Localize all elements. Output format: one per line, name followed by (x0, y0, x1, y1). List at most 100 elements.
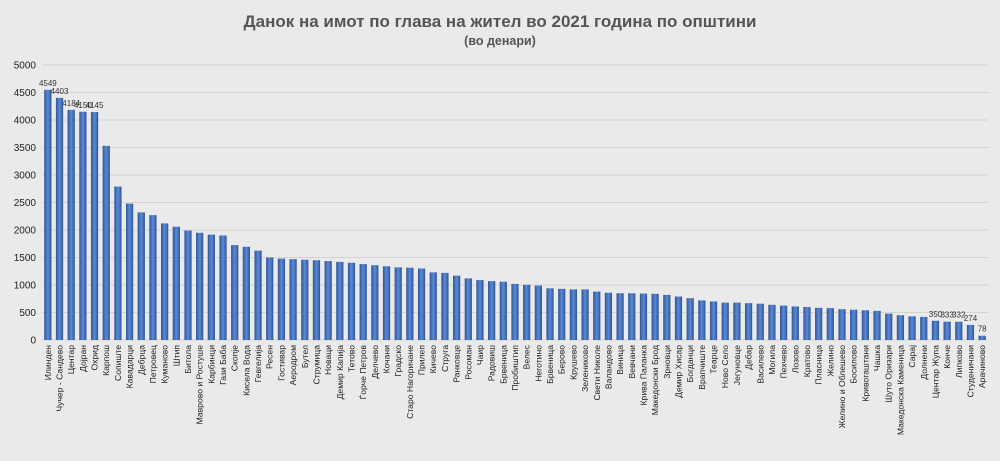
bar (312, 260, 321, 340)
bar (861, 310, 869, 340)
x-tick-label: Гевгелија (253, 345, 263, 383)
x-tick-label: Охрид (90, 345, 100, 370)
x-tick-label: Желино и Облешево (837, 345, 847, 428)
x-tick-label: Старо Нагоричане (405, 345, 415, 419)
bar (336, 261, 344, 340)
bar (955, 321, 963, 340)
bar (569, 289, 578, 340)
bar (161, 223, 169, 340)
chart-title: Данок на имот по глава на жител во 2021 … (244, 12, 757, 31)
bar (978, 335, 986, 340)
y-tick-label: 2000 (14, 226, 37, 237)
x-tick-label: Демир Капија (335, 345, 345, 400)
x-tick-label: Теарце (709, 345, 719, 374)
x-tick-label: Велес (522, 344, 532, 369)
bar (896, 315, 905, 340)
bar (616, 293, 624, 340)
bar (593, 291, 601, 340)
x-tick-label: Долнени (919, 345, 929, 380)
bar (184, 230, 192, 340)
bar (803, 307, 811, 340)
x-tick-label: Сопиште (113, 345, 123, 381)
data-label: 4403 (51, 87, 69, 96)
data-label: 333 (940, 311, 954, 320)
x-tick-label: Центар (66, 345, 76, 375)
bar (207, 234, 215, 340)
bar (464, 278, 472, 340)
data-label: 332 (952, 311, 966, 320)
x-tick-label: Зелениково (580, 345, 590, 392)
bar (651, 293, 659, 340)
bar (219, 235, 227, 340)
x-tick-label: Врапчиште (697, 345, 707, 390)
x-tick-label: Неготино (533, 345, 543, 382)
x-tick-label: Македонска Каменица (895, 345, 905, 435)
bar (920, 316, 928, 340)
x-tick-label: Пробиштип (510, 345, 520, 391)
y-tick-label: 1500 (14, 253, 37, 264)
x-tick-label: Кавадарци (125, 345, 135, 389)
x-tick-label: Конче (942, 345, 952, 369)
x-tick-label: Липково (954, 345, 964, 378)
y-tick-label: 4500 (14, 88, 37, 99)
bar (698, 300, 706, 340)
x-tick-label: Демир Хисар (674, 345, 684, 398)
x-tick-label: Струга (440, 345, 450, 372)
x-tick-label: Делчево (370, 345, 380, 379)
bar (149, 215, 157, 340)
x-tick-label: Богданци (685, 345, 695, 383)
y-tick-label: 5000 (14, 61, 37, 72)
x-tick-label: Могила (767, 345, 777, 375)
y-tick-label: 0 (30, 336, 36, 347)
bar (441, 272, 449, 340)
data-label: 350 (929, 310, 943, 319)
x-tick-label: Зрновци (662, 345, 672, 379)
bar (709, 301, 718, 340)
bar (254, 250, 262, 340)
x-tick-label: Центар Жупа (930, 345, 940, 398)
x-tick-label: Кривогаштани (860, 345, 870, 402)
x-tick-label: Ресен (265, 345, 275, 369)
bar (79, 111, 87, 340)
x-tick-label: Брвеница (545, 345, 555, 384)
x-tick-label: Лозово (790, 345, 800, 373)
bar (850, 309, 858, 340)
bar (686, 298, 694, 340)
x-tick-label: Маврово и Ростуше (195, 345, 205, 425)
chart-subtitle: (во денари) (464, 34, 536, 48)
bar (523, 284, 531, 340)
x-tick-label: Македонски Брод (650, 345, 660, 415)
bar (943, 321, 951, 340)
x-tick-label: Битола (183, 345, 193, 374)
x-tick-label: Арачиново (977, 345, 987, 388)
x-tick-label: Скопје (230, 345, 240, 371)
data-label: 4549 (39, 79, 57, 88)
bar (371, 265, 379, 340)
bar (196, 232, 204, 340)
x-tick-label: Желино (825, 345, 835, 377)
x-tick-label: Новаци (323, 345, 333, 375)
x-tick-label: Аеродром (288, 345, 298, 385)
bar (499, 281, 507, 340)
x-tick-label: Градско (393, 345, 403, 377)
x-tick-label: Ново Село (720, 345, 730, 388)
data-label: 78 (978, 325, 987, 334)
x-tick-label: Вевчани (627, 345, 637, 379)
x-tick-label: Крива Паланка (638, 345, 648, 406)
bar (674, 296, 683, 340)
bar (266, 257, 274, 340)
bar (873, 310, 881, 340)
y-tick-label: 3500 (14, 143, 37, 154)
bar (931, 320, 940, 340)
data-label: 274 (964, 314, 978, 323)
bar (347, 262, 356, 340)
y-tick-label: 4000 (14, 116, 37, 127)
bar (546, 288, 554, 340)
x-tick-label: Дебар (744, 345, 754, 370)
x-tick-label: Босилово (849, 345, 859, 384)
y-tick-label: 500 (19, 308, 36, 319)
y-tick-label: 2500 (14, 198, 37, 209)
x-tick-label: Пласница (814, 345, 824, 385)
bar (277, 258, 286, 340)
